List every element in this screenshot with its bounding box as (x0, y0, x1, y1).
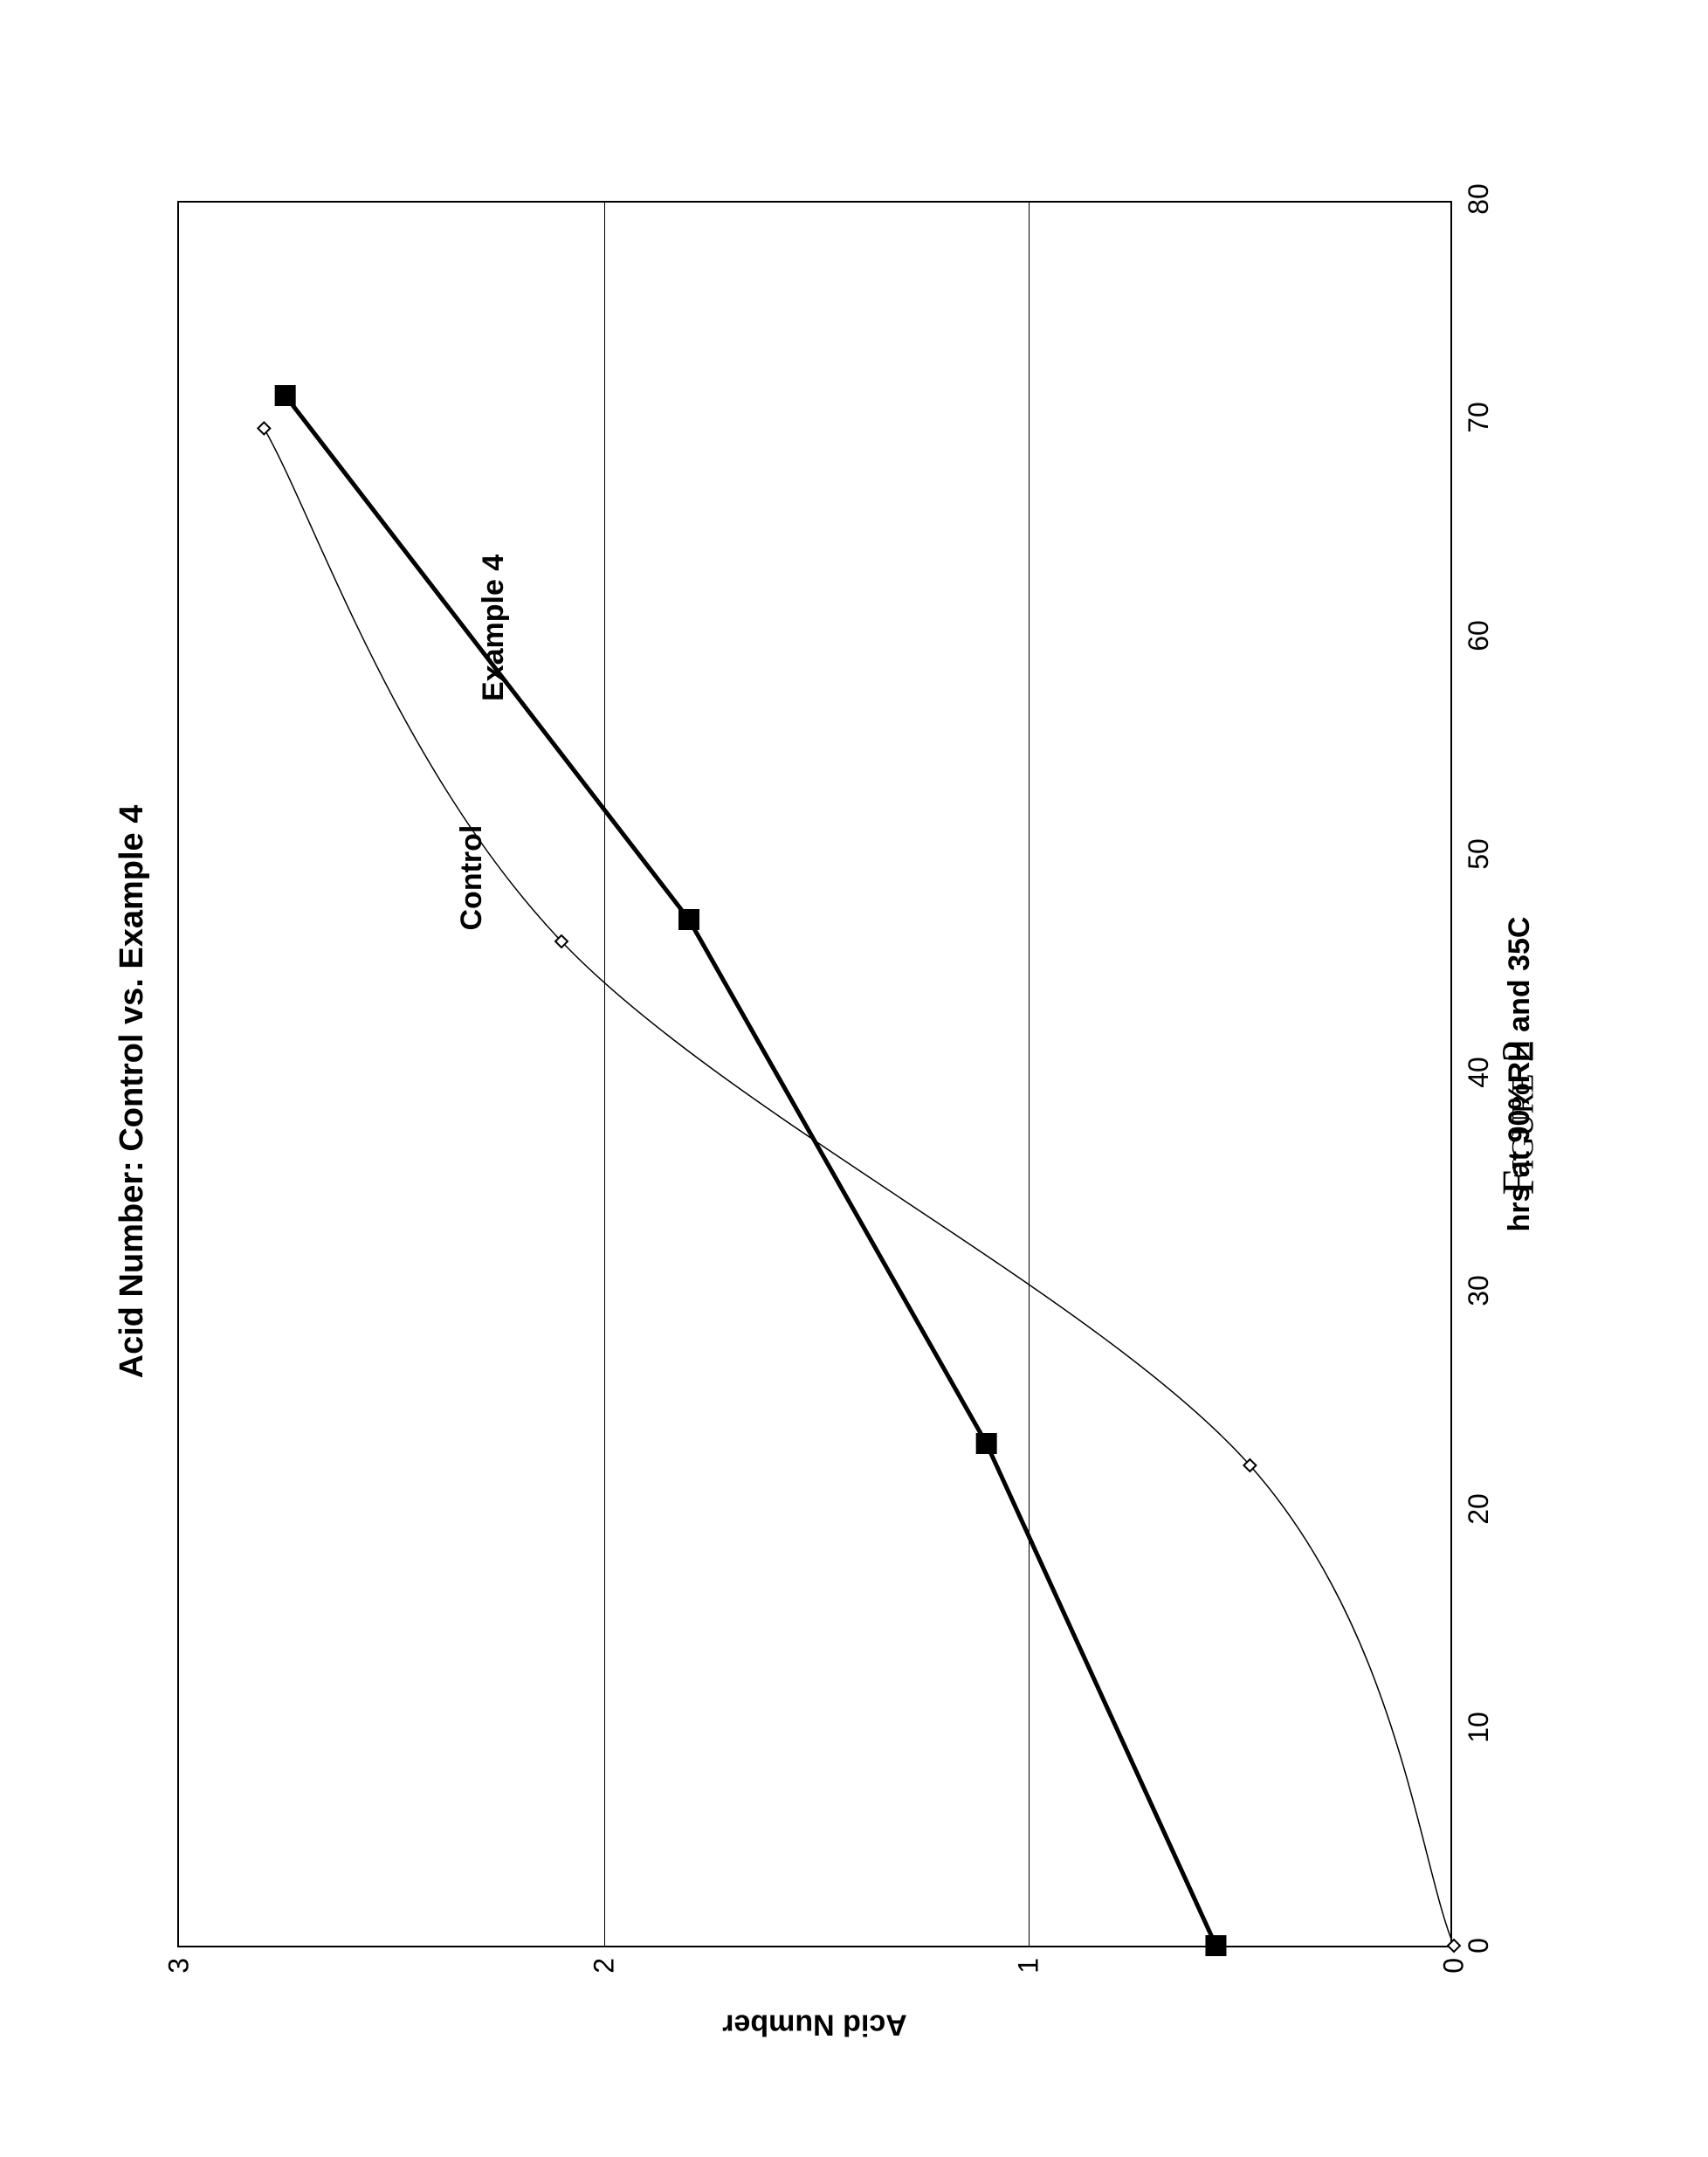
series-label: Example 4 (477, 555, 511, 701)
x-tick-label: 60 (1450, 620, 1495, 651)
series-marker (258, 423, 270, 435)
chart-container: Acid Number: Control vs. Example 4 Acid … (114, 131, 1598, 2052)
x-tick-label: 50 (1450, 838, 1495, 870)
y-tick-label: 1 (1013, 1946, 1045, 1974)
x-tick-label: 0 (1450, 1938, 1495, 1954)
chart-title: Acid Number: Control vs. Example 4 (114, 131, 151, 2052)
x-tick-label: 30 (1450, 1275, 1495, 1306)
x-tick-label: 10 (1450, 1712, 1495, 1743)
grid-line (604, 203, 605, 1946)
x-tick-label: 40 (1450, 1057, 1495, 1088)
x-tick-label: 80 (1450, 183, 1495, 215)
series-marker (1206, 1936, 1225, 1955)
series-line (286, 396, 1216, 1946)
grid-line (1029, 203, 1030, 1946)
x-tick-label: 20 (1450, 1493, 1495, 1525)
x-tick-label: 70 (1450, 402, 1495, 433)
plot-area: Acid Number hrs at 90%RH and 35C 0123010… (177, 201, 1452, 1947)
y-tick-label: 2 (588, 1946, 620, 1974)
series-line (264, 429, 1454, 1947)
y-tick-label: 3 (163, 1946, 196, 1974)
plot-svg (179, 203, 1450, 1946)
series-label: Control (455, 825, 489, 931)
series-marker (977, 1434, 996, 1453)
series-marker (679, 910, 699, 929)
series-marker (276, 386, 295, 405)
y-axis-label: Acid Number (722, 2008, 907, 2042)
figure-caption: Figure 2 (1492, 1040, 1544, 1196)
